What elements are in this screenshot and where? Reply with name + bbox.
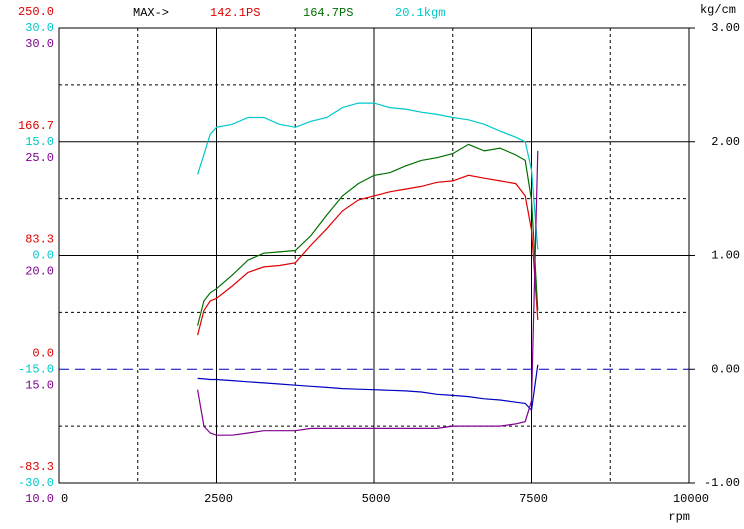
data-line [197, 143, 539, 326]
x-tick-label: 0 [61, 492, 68, 506]
y-tick-label: 83.3 [25, 233, 54, 247]
data-line [197, 364, 539, 412]
y2-tick-label: 0.00 [711, 362, 740, 376]
x-axis-label: rpm [668, 510, 690, 524]
y2-tick-label: 3.00 [711, 21, 740, 35]
data-line [197, 102, 539, 250]
y2-tick-label: 1.00 [711, 249, 740, 263]
x-tick-label: 5000 [362, 492, 391, 506]
y-tick-label: -30.0 [18, 476, 54, 490]
y-tick-label: 15.0 [25, 135, 54, 149]
y2-tick-label: -1.00 [704, 476, 740, 490]
legend-label: 142.1PS [210, 6, 260, 20]
legend-label: 164.7PS [303, 6, 353, 20]
y-tick-label: 250.0 [18, 5, 54, 19]
y-tick-label: -15.0 [18, 362, 54, 376]
y-tick-label: 15.0 [25, 378, 54, 392]
max-label: MAX-> [133, 6, 169, 20]
y-tick-label: 166.7 [18, 119, 54, 133]
x-tick-label: 10000 [673, 492, 709, 506]
y-tick-label: 10.0 [25, 492, 54, 506]
y-tick-label: 25.0 [25, 151, 54, 165]
y-tick-label: 30.0 [25, 21, 54, 35]
y-tick-label: 30.0 [25, 37, 54, 51]
y-tick-label: 20.0 [25, 265, 54, 279]
y-tick-label: 0.0 [32, 346, 54, 360]
y2-tick-label: 2.00 [711, 135, 740, 149]
y-tick-label: 0.0 [32, 249, 54, 263]
x-tick-label: 2500 [204, 492, 233, 506]
data-line [197, 174, 539, 336]
x-tick-label: 7500 [519, 492, 548, 506]
data-line [197, 150, 539, 436]
legend-label: 20.1kgm [395, 6, 445, 20]
y2-axis-label: kg/cm [700, 3, 736, 17]
plot-frame [58, 27, 690, 484]
y-tick-label: -83.3 [18, 460, 54, 474]
